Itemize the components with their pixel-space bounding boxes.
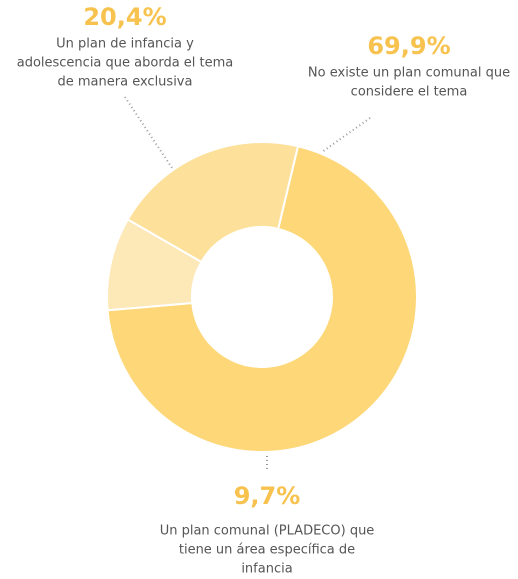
leader-line	[124, 96, 181, 181]
category-label: adolescencia que aborda el tema	[17, 56, 234, 71]
slice	[126, 141, 300, 264]
value-label: 69,9%	[367, 32, 450, 60]
value-label: 9,7%	[234, 482, 301, 510]
category-label: tiene un área específica de	[179, 543, 355, 558]
value-label: 20,4%	[83, 3, 166, 31]
category-label: de manera exclusiva	[58, 75, 193, 90]
slice	[106, 145, 418, 453]
category-label: Un plan comunal (PLADECO) que	[160, 524, 375, 539]
category-label: infancia	[241, 562, 292, 577]
category-label: Un plan de infancia y	[56, 37, 194, 52]
category-label: considere el tema	[351, 85, 468, 100]
leader-line	[321, 117, 371, 153]
slice	[106, 218, 203, 312]
category-label: No existe un plan comunal que	[308, 66, 510, 81]
